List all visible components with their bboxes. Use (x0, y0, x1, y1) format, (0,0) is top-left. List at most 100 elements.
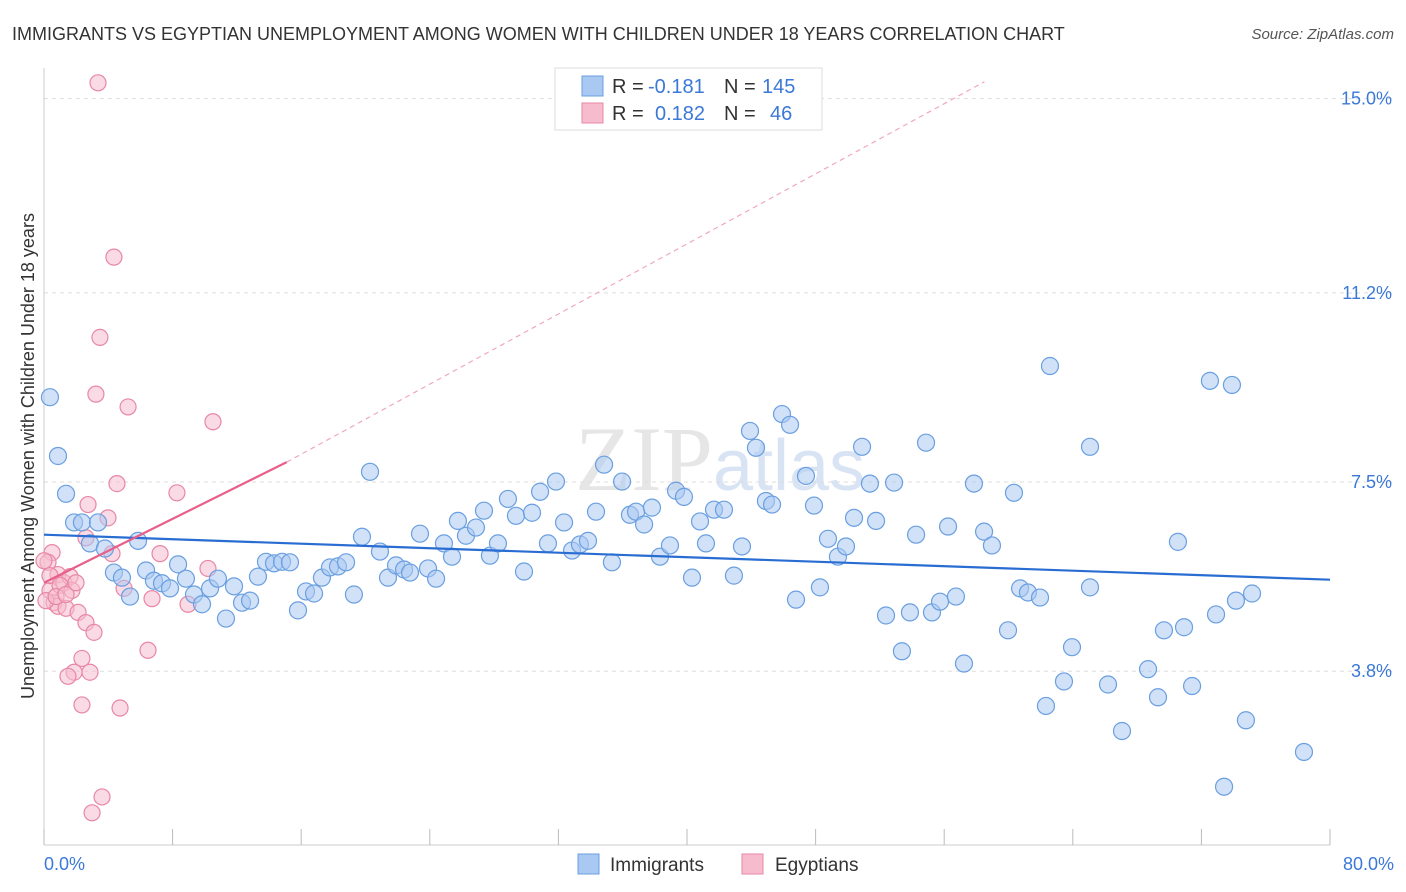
watermark: ZIPatlas (575, 408, 865, 510)
legend-r-immigrants: -0.181 (648, 76, 705, 98)
bottom-legend-swatch-egyptians (741, 853, 764, 875)
immigrants-point (586, 502, 606, 521)
immigrants-point (1054, 672, 1074, 691)
immigrants-point (844, 508, 864, 527)
bottom-legend-swatch-immigrants (577, 853, 600, 875)
grid-lines (44, 98, 1394, 672)
egyptians-point (81, 663, 99, 681)
immigrants-point (810, 578, 830, 597)
egyptians-point (93, 788, 111, 806)
egyptians-point (143, 590, 161, 608)
immigrants-point (938, 517, 958, 536)
immigrants-point (448, 511, 468, 531)
immigrants-point (946, 587, 966, 606)
immigrants-point (860, 474, 880, 493)
y-tick-label: 3.8% (1351, 661, 1392, 681)
immigrants-point (344, 585, 364, 604)
immigrants-point (964, 474, 984, 493)
immigrants-point (732, 537, 752, 556)
immigrants-point (168, 555, 188, 574)
immigrants-point (474, 501, 494, 520)
immigrants-point (866, 511, 886, 531)
immigrants-point (660, 536, 680, 555)
legend-swatch-egyptians (581, 102, 604, 124)
egyptians-point (73, 696, 91, 714)
x-tick-label-min: 0.0% (44, 854, 85, 874)
egyptians-point (168, 484, 186, 502)
immigrants-point (634, 515, 654, 534)
immigrants-point (1080, 578, 1100, 597)
egyptians-point (108, 474, 126, 493)
egyptians-trend-extension (286, 81, 985, 463)
immigrants-point (304, 584, 324, 603)
y-axis-label: Unemployment Among Women with Children U… (18, 213, 38, 699)
chart-title: IMMIGRANTS VS EGYPTIAN UNEMPLOYMENT AMON… (12, 24, 1065, 44)
egyptians-point (57, 585, 75, 604)
immigrants-point (336, 553, 356, 572)
immigrants-point (1200, 371, 1220, 390)
immigrants-point (594, 455, 614, 474)
immigrants-point (56, 484, 76, 503)
immigrants-point (900, 603, 920, 622)
immigrants-point (400, 563, 420, 582)
immigrants-point (1242, 584, 1262, 603)
immigrants-point (410, 524, 430, 543)
trend-lines (43, 81, 1331, 584)
egyptians-point (79, 495, 97, 514)
immigrants-point (248, 567, 268, 586)
immigrants-point (762, 495, 782, 514)
immigrants-point (546, 472, 566, 491)
immigrants-point (876, 606, 896, 625)
immigrants-point (88, 513, 108, 532)
legend-n-immigrants: 145 (762, 76, 795, 98)
immigrants-point (1062, 638, 1082, 657)
egyptians-point (91, 328, 109, 346)
y-tick-label: 11.2% (1342, 283, 1392, 303)
immigrants-point (224, 577, 244, 596)
egyptians-point (119, 398, 137, 416)
immigrants-point (240, 591, 260, 610)
immigrants-point (1174, 618, 1194, 637)
immigrants-point (690, 512, 710, 531)
legend-n-label: N = (724, 103, 756, 125)
immigrants-point (1112, 721, 1132, 741)
immigrants-point (72, 513, 92, 532)
immigrants-point (852, 437, 872, 456)
egyptians-trend-line (43, 461, 288, 584)
x-ticks (43, 829, 1331, 845)
immigrants-point (112, 568, 132, 587)
legend-r-label: R = (612, 103, 644, 125)
immigrants-point (426, 569, 446, 588)
immigrants-point (884, 473, 904, 492)
immigrants-point (836, 537, 856, 556)
immigrants-point (466, 518, 486, 537)
immigrants-point (1294, 742, 1314, 762)
immigrants-point (538, 534, 558, 553)
chart-source: Source: ZipAtlas.com (1251, 26, 1394, 43)
egyptians-point (204, 413, 222, 431)
immigrants-point (642, 498, 662, 517)
immigrants-point (280, 553, 300, 572)
immigrants-point (1226, 591, 1246, 610)
immigrants-point (796, 466, 816, 486)
immigrants-point (1222, 375, 1242, 395)
egyptians-points (35, 74, 222, 822)
immigrants-point (818, 529, 838, 548)
immigrants-point (974, 522, 994, 541)
immigrants-point (930, 592, 950, 611)
immigrants-point (602, 553, 622, 572)
immigrants-point (1080, 437, 1100, 456)
immigrants-point (1138, 660, 1158, 679)
legend-r-egyptians: 0.182 (655, 103, 705, 125)
immigrants-point (906, 525, 926, 544)
immigrants-point (1214, 777, 1234, 796)
immigrants-point (780, 415, 800, 434)
immigrants-point (1154, 621, 1174, 640)
immigrants-point (160, 579, 180, 598)
immigrants-point (176, 569, 196, 588)
immigrants-point (786, 590, 806, 609)
immigrants-point (192, 595, 212, 614)
immigrants-point (724, 566, 744, 585)
immigrants-point (998, 621, 1018, 640)
immigrants-point (1182, 676, 1202, 696)
